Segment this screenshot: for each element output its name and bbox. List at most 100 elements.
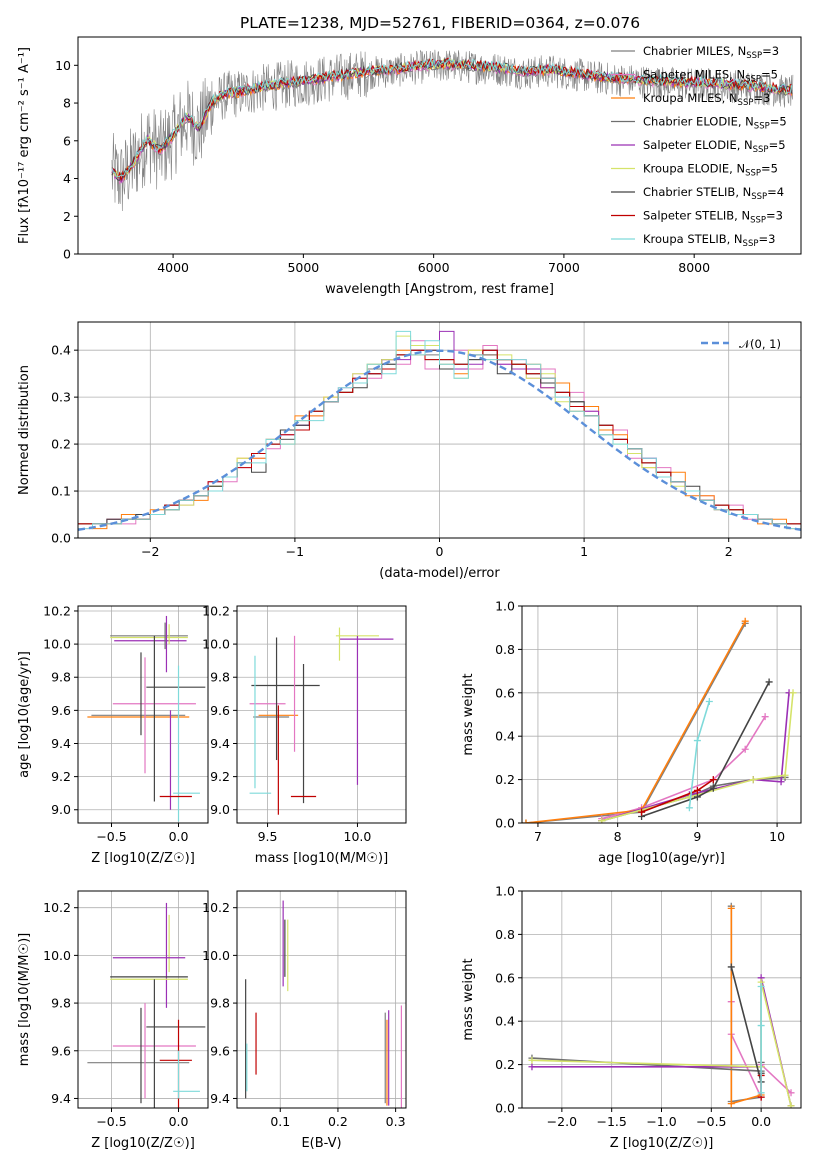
x-tick-label: 0.1 [270, 1114, 290, 1129]
y-tick-label: 9.4 [51, 1091, 71, 1106]
y-tick-label: 9.2 [51, 769, 71, 784]
y-tick-label: 10.0 [202, 948, 230, 963]
legend-text: Salpeter STELIB, N [643, 209, 750, 223]
panel-spectrum: 4000 5000 6000 7000 8000 0 2 4 6 8 10 wavelength [A… [17, 36, 802, 297]
plus-marker [709, 776, 717, 784]
legend-tail: =5 [761, 68, 778, 82]
legend-subscript: SSP [745, 75, 761, 85]
plus-marker [727, 963, 735, 971]
x-axis-label: (data-model)/error [379, 566, 500, 581]
legend-subscript: SSP [745, 169, 761, 179]
legend-subscript: SSP [746, 51, 762, 61]
y-tick-label: 0.2 [495, 772, 515, 787]
legend-label: Kroupa ELODIE, NSSP=5 [643, 162, 778, 179]
axes-frame [236, 890, 407, 1109]
plus-marker [528, 1056, 536, 1064]
legend-subscript: SSP [738, 98, 754, 108]
legend-label: Salpeter MILES, NSSP=5 [643, 68, 778, 85]
x-tick-label: −2 [141, 544, 159, 559]
y-tick-label: 9.4 [210, 736, 230, 751]
x-tick-label: 7 [534, 829, 542, 844]
legend-subscript: SSP [751, 192, 767, 202]
y-tick-label: 9.6 [210, 1043, 230, 1058]
plus-marker [709, 784, 717, 792]
legend-tail: =3 [766, 209, 783, 223]
y-tick-label: 0.2 [51, 437, 71, 452]
axes-frame [77, 36, 802, 255]
legend-text: Kroupa ELODIE, N [643, 162, 745, 176]
plus-marker [727, 904, 735, 912]
plus-marker [693, 786, 701, 794]
axes-frame [236, 605, 407, 824]
y-tick-label: 10.0 [202, 637, 230, 652]
x-tick-label: 0.0 [169, 829, 189, 844]
x-tick-label: 0 [436, 544, 444, 559]
histogram-step [78, 330, 801, 530]
y-tick-label: 8 [63, 96, 71, 111]
plus-marker [638, 808, 646, 816]
y-tick-label: 9.6 [51, 703, 71, 718]
y-axis-label: mass weight [461, 958, 476, 1040]
y-axis-label: mass [log10(M/M☉)] [17, 933, 32, 1066]
y-tick-label: 9.4 [210, 1091, 230, 1106]
legend-tail: =3 [753, 91, 770, 105]
plus-marker [749, 776, 757, 784]
x-axis-label: E(B-V) [301, 1136, 341, 1151]
plus-marker [787, 1102, 795, 1108]
plus-marker [741, 617, 749, 625]
x-axis-label: age [log10(age/yr)] [598, 851, 725, 866]
plus-marker [693, 737, 701, 745]
x-tick-label: 5000 [287, 260, 319, 275]
x-tick-label: 0.0 [751, 1114, 771, 1129]
x-axis-label: Z [log10(Z/Z☉)] [610, 1136, 714, 1151]
y-tick-label: 9.0 [51, 802, 71, 817]
x-tick-label: −1 [286, 544, 304, 559]
x-tick-label: 10 [769, 829, 785, 844]
x-tick-label: 0.3 [386, 1114, 406, 1129]
panel-age-vs-mass: 9.5 10.0 9.0 9.2 9.4 9.6 9.8 10.0 10.2 mass [log1… [202, 603, 407, 866]
y-tick-label: 9.6 [51, 1043, 71, 1058]
plus-marker [777, 778, 785, 786]
x-axis-label: mass [log10(M/M☉)] [255, 851, 388, 866]
panel-mass-vs-ebv: 0.1 0.2 0.3 9.4 9.6 9.8 10.0 10.2 E(B-V) [202, 890, 407, 1151]
y-tick-label: 1.0 [495, 884, 515, 899]
x-tick-label: 0.0 [169, 1114, 189, 1129]
y-tick-label: 10 [55, 58, 71, 73]
plot-area [111, 49, 794, 212]
x-tick-label: 0.2 [328, 1114, 348, 1129]
legend-text: Chabrier MILES, N [643, 44, 746, 58]
x-tick-label: −2.0 [547, 1114, 577, 1129]
y-tick-label: 0.4 [51, 343, 71, 358]
x-tick-label: 8000 [678, 260, 710, 275]
y-tick-label: 9.2 [210, 769, 230, 784]
x-tick-label: −1.5 [596, 1114, 626, 1129]
y-tick-label: 0.8 [495, 927, 515, 942]
plus-marker [757, 982, 765, 990]
legend-label: Salpeter ELODIE, NSSP=5 [643, 138, 786, 155]
figure-title: PLATE=1238, MJD=52761, FIBERID=0364, z=0… [240, 14, 640, 32]
legend-text: Salpeter MILES, N [643, 68, 745, 82]
y-axis-label: age [log10(age/yr)] [17, 651, 32, 778]
y-tick-label: 6 [63, 133, 71, 148]
panel-massweight-vs-age: 7 8 9 10 0.0 0.2 0.4 0.6 0.8 1.0 age [log10(age/yr… [461, 599, 802, 866]
y-tick-label: 10.2 [202, 900, 230, 915]
y-tick-label: 9.0 [210, 802, 230, 817]
x-tick-label: 2 [725, 544, 733, 559]
axes-frame [521, 605, 802, 824]
plus-marker [761, 713, 769, 721]
y-tick-label: 0.2 [495, 1057, 515, 1072]
legend-label: Kroupa MILES, NSSP=3 [643, 91, 770, 108]
plus-marker [693, 793, 701, 801]
legend-text: Kroupa STELIB, N [643, 232, 743, 246]
plus-marker [598, 817, 606, 823]
y-tick-label: 0.8 [495, 642, 515, 657]
y-tick-label: 0.4 [495, 729, 515, 744]
legend-tail: =3 [758, 232, 775, 246]
mass-weight-line [641, 681, 770, 818]
y-tick-label: 10.0 [43, 637, 71, 652]
y-tick-label: 9.6 [210, 703, 230, 718]
y-axis-label: mass weight [461, 673, 476, 755]
plus-marker [522, 819, 530, 823]
